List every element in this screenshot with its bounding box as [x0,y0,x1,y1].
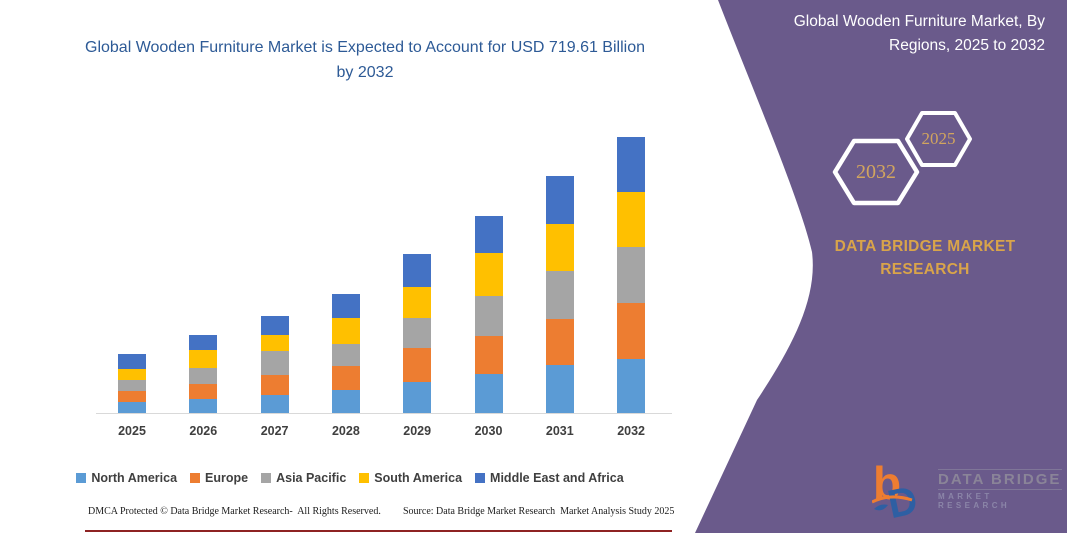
bar-segment [189,384,218,399]
x-axis-line [96,413,672,414]
bar-segment [331,366,360,391]
x-tick-label: 2029 [403,424,432,438]
legend-item: Europe [190,471,248,485]
logo-rule-mid [938,488,1062,490]
hexagon-badge-2032: 2032 [832,137,920,207]
legend-label: North America [91,471,178,485]
x-tick-label: 2032 [617,424,645,438]
legend-swatch-icon [190,473,201,483]
stacked-bar-2029 [403,254,432,413]
stacked-bar-2028 [331,294,360,413]
panel-heading: Global Wooden Furniture Market, By Regio… [793,13,1045,55]
bar-segment [617,359,646,413]
stacked-bar-2025 [118,354,146,413]
bottom-rule [85,530,672,532]
legend-label: South America [374,471,463,485]
dmca-copyright-text: DMCA Protected © Data Bridge Market Rese… [88,506,381,517]
x-tick-label: 2025 [118,424,146,438]
legend-swatch-icon [359,473,370,483]
legend-label: Asia Pacific [276,471,347,485]
bar-segment [474,335,503,374]
brand-wordmark: DATA BRIDGE MARKET RESEARCH [834,238,1016,279]
plot-area [96,120,672,413]
chart-title: Global Wooden Furniture Market is Expect… [85,39,645,81]
x-tick-label: 2031 [545,424,574,438]
company-logo: b D DATA BRIDGE MARKET RESEARCH [872,458,1062,520]
bar-segment [403,287,432,319]
bar-segment [118,379,146,392]
bar-segment [403,382,432,413]
legend-item: North America [76,471,177,485]
bar-segment [617,303,646,360]
bar-segment [545,365,574,413]
bar-segment [331,344,360,367]
source-text: Source: Data Bridge Market Research Mark… [403,506,675,517]
legend-swatch-icon [261,473,272,483]
bar-segment [617,137,646,193]
stacked-bar-2026 [189,335,218,413]
hexagon-badge-2025: 2025 [905,110,972,168]
x-tick-label: 2028 [331,424,360,438]
bar-segment [474,374,503,413]
hexagon-year-2032: 2032 [856,160,896,183]
bar-segment [331,390,360,413]
bar-segment [118,368,146,380]
stacked-bar-2032 [617,137,646,413]
bar-segment [545,223,574,271]
bar-segment [403,318,432,349]
legend-swatch-icon [76,473,87,483]
legend-label: Europe [205,471,249,485]
stacked-bar-2030 [474,215,503,413]
x-tick-label: 2027 [260,424,289,438]
bar-segment [189,398,218,413]
stacked-bar-2027 [260,315,289,413]
bar-segment [189,335,218,351]
bar-segment [260,351,289,376]
bar-segment [118,402,146,413]
logo-bd-icon: b D [872,459,921,519]
bar-segment [617,192,646,248]
bar-segment [545,270,574,319]
bar-segment [474,295,503,336]
legend-label: Middle East and Africa [490,471,624,485]
bar-segment [118,391,146,403]
logo-title: DATA BRIDGE [938,470,1062,488]
logo-text: DATA BRIDGE MARKET RESEARCH [938,468,1062,510]
logo-rule-top [938,468,1062,470]
logo-subtitle: MARKET RESEARCH [938,491,1011,510]
bar-segment [260,375,289,395]
stacked-bar-2031 [545,176,574,413]
bar-segment [545,318,574,365]
bar-segment [331,294,360,319]
legend-item: South America [359,471,462,485]
bar-segment [617,247,646,304]
bar-segment [545,176,574,224]
bar-segment [403,254,432,288]
legend-item: Middle East and Africa [475,471,624,485]
bar-segment [118,354,146,369]
x-tick-label: 2026 [189,424,218,438]
bar-segment [331,318,360,345]
bar-segment [474,253,503,296]
legend-swatch-icon [475,473,486,483]
bar-segment [260,315,289,335]
bar-segment [260,334,289,352]
chart-legend: North America Europe Asia Pacific South Ame… [0,471,700,485]
bar-segment [189,368,218,385]
bar-segment [189,350,218,369]
x-tick-label: 2030 [474,424,503,438]
bar-segment [260,394,289,413]
legend-item: Asia Pacific [261,471,346,485]
bar-segment [474,215,503,254]
bar-segment [403,348,432,383]
purple-panel-shape [695,0,1067,533]
hexagon-year-2025: 2025 [921,129,956,148]
